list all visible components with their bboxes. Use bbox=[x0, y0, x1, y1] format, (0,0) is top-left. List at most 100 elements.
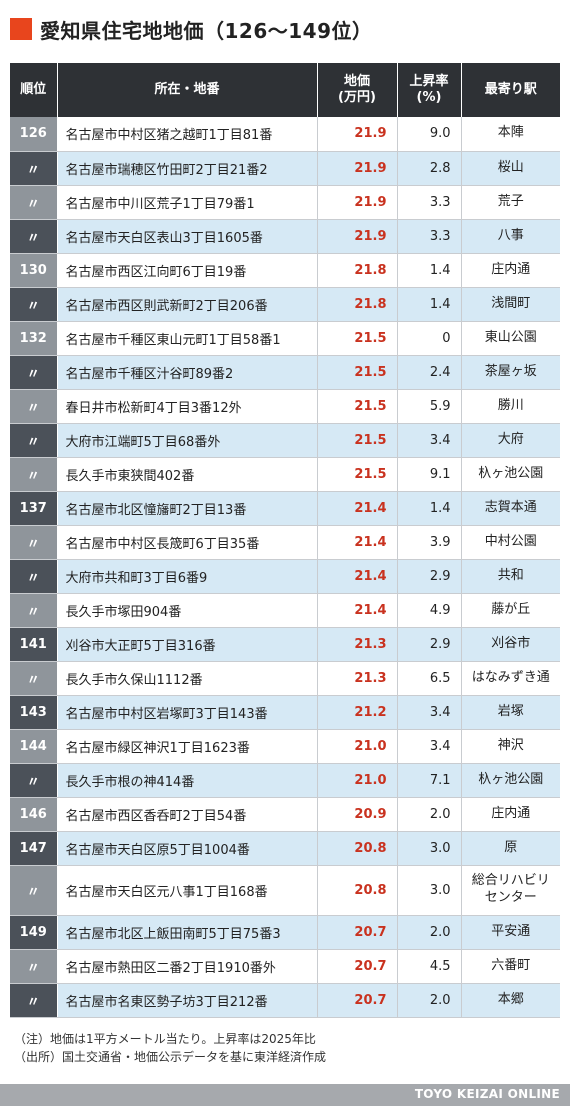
price-cell: 20.7 bbox=[317, 949, 398, 984]
address-cell: 刈谷市大正町5丁目316番 bbox=[57, 627, 318, 662]
station-cell: 藤が丘 bbox=[461, 593, 560, 628]
table-row: 132 名古屋市千種区東山元町1丁目58番1 21.5 0 東山公園 bbox=[10, 321, 560, 356]
rate-cell: 3.4 bbox=[397, 729, 462, 764]
station-cell: 庄内通 bbox=[461, 253, 560, 288]
table-header-row: 順位 所在・地番 地価 (万円) 上昇率 (%) 最寄り駅 bbox=[10, 63, 560, 117]
table-row: 143 名古屋市中村区岩塚町3丁目143番 21.2 3.4 岩塚 bbox=[10, 695, 560, 730]
address-cell: 名古屋市天白区元八事1丁目168番 bbox=[57, 865, 318, 916]
price-cell: 21.8 bbox=[317, 287, 398, 322]
price-cell: 21.5 bbox=[317, 423, 398, 458]
table-row: 147 名古屋市天白区原5丁目1004番 20.8 3.0 原 bbox=[10, 831, 560, 866]
rank-cell: 143 bbox=[10, 695, 58, 730]
rate-cell: 3.3 bbox=[397, 185, 462, 220]
header-rate-line2: (%) bbox=[416, 90, 442, 105]
station-line1: 総合リハビリ bbox=[471, 873, 550, 889]
table-row: 〃名古屋市中村区長筬町6丁目35番 21.4 3.9 中村公園 bbox=[10, 525, 560, 560]
rank-cell: 〃 bbox=[10, 355, 58, 390]
station-cell: 勝川 bbox=[461, 389, 560, 424]
station-cell: 八事 bbox=[461, 219, 560, 254]
address-cell: 名古屋市中村区長筬町6丁目35番 bbox=[57, 525, 318, 560]
station-cell: はなみずき通 bbox=[461, 661, 560, 696]
table-row: 〃名古屋市瑞穂区竹田町2丁目21番2 21.9 2.8 桜山 bbox=[10, 151, 560, 186]
table-row: 141 刈谷市大正町5丁目316番 21.3 2.9 刈谷市 bbox=[10, 627, 560, 662]
table-row: 〃長久手市東狭間402番 21.5 9.1 杁ヶ池公園 bbox=[10, 457, 560, 492]
station-cell: 中村公園 bbox=[461, 525, 560, 560]
station-line2: センター bbox=[484, 890, 537, 905]
rate-cell: 3.4 bbox=[397, 423, 462, 458]
price-cell: 21.9 bbox=[317, 219, 398, 254]
price-cell: 21.9 bbox=[317, 151, 398, 186]
header-price-line2: (万円) bbox=[338, 90, 376, 105]
table-row: 144 名古屋市緑区神沢1丁目1623番 21.0 3.4 神沢 bbox=[10, 729, 560, 764]
rank-cell: 137 bbox=[10, 491, 58, 526]
table-row: 〃名古屋市名東区勢子坊3丁目212番 20.7 2.0 本郷 bbox=[10, 983, 560, 1018]
station-cell: 志賀本通 bbox=[461, 491, 560, 526]
rate-cell: 1.4 bbox=[397, 491, 462, 526]
rank-cell: 149 bbox=[10, 915, 58, 950]
address-cell: 名古屋市天白区表山3丁目1605番 bbox=[57, 219, 318, 254]
rate-cell: 2.0 bbox=[397, 797, 462, 832]
address-cell: 長久手市久保山1112番 bbox=[57, 661, 318, 696]
address-cell: 長久手市塚田904番 bbox=[57, 593, 318, 628]
station-cell: 浅間町 bbox=[461, 287, 560, 322]
table-row: 〃名古屋市西区則武新町2丁目206番 21.8 1.4 浅間町 bbox=[10, 287, 560, 322]
price-cell: 21.9 bbox=[317, 185, 398, 220]
table-row: 〃名古屋市天白区表山3丁目1605番 21.9 3.3 八事 bbox=[10, 219, 560, 254]
price-cell: 20.9 bbox=[317, 797, 398, 832]
station-cell: 神沢 bbox=[461, 729, 560, 764]
table-row: 130 名古屋市西区江向町6丁目19番 21.8 1.4 庄内通 bbox=[10, 253, 560, 288]
rank-cell: 141 bbox=[10, 627, 58, 662]
rank-cell: 〃 bbox=[10, 457, 58, 492]
station-cell: 六番町 bbox=[461, 949, 560, 984]
table-row: 〃春日井市松新町4丁目3番12外 21.5 5.9 勝川 bbox=[10, 389, 560, 424]
price-cell: 20.8 bbox=[317, 865, 398, 916]
rank-cell: 〃 bbox=[10, 185, 58, 220]
header-price-line1: 地価 bbox=[343, 73, 370, 89]
price-cell: 21.2 bbox=[317, 695, 398, 730]
rank-cell: 〃 bbox=[10, 525, 58, 560]
rank-cell: 〃 bbox=[10, 423, 58, 458]
table-row: 126 名古屋市中村区猪之越町1丁目81番 21.9 9.0 本陣 bbox=[10, 117, 560, 152]
table-row: 〃長久手市久保山1112番 21.3 6.5 はなみずき通 bbox=[10, 661, 560, 696]
table-row: 〃名古屋市熱田区二番2丁目1910番外 20.7 4.5 六番町 bbox=[10, 949, 560, 984]
address-cell: 名古屋市北区憧旛町2丁目13番 bbox=[57, 491, 318, 526]
header-address: 所在・地番 bbox=[57, 63, 318, 117]
address-cell: 名古屋市西区則武新町2丁目206番 bbox=[57, 287, 318, 322]
price-cell: 21.9 bbox=[317, 117, 398, 152]
footer-brand: TOYO KEIZAI ONLINE bbox=[414, 1087, 560, 1101]
address-cell: 大府市共和町3丁目6番9 bbox=[57, 559, 318, 594]
price-cell: 21.5 bbox=[317, 389, 398, 424]
note-source: （出所）国土交通省・地価公示データを基に東洋経済作成 bbox=[14, 1050, 327, 1064]
rank-cell: 126 bbox=[10, 117, 58, 152]
price-cell: 21.8 bbox=[317, 253, 398, 288]
station-cell: 共和 bbox=[461, 559, 560, 594]
station-cell: 岩塚 bbox=[461, 695, 560, 730]
rate-cell: 2.9 bbox=[397, 559, 462, 594]
price-cell: 21.0 bbox=[317, 763, 398, 798]
station-cell: 本郷 bbox=[461, 983, 560, 1018]
station-cell: 桜山 bbox=[461, 151, 560, 186]
rank-cell: 130 bbox=[10, 253, 58, 288]
address-cell: 長久手市根の神414番 bbox=[57, 763, 318, 798]
address-cell: 名古屋市千種区汁谷町89番2 bbox=[57, 355, 318, 390]
price-cell: 21.3 bbox=[317, 661, 398, 696]
rank-cell: 〃 bbox=[10, 219, 58, 254]
address-cell: 名古屋市天白区原5丁目1004番 bbox=[57, 831, 318, 866]
rate-cell: 3.0 bbox=[397, 831, 462, 866]
price-cell: 21.4 bbox=[317, 491, 398, 526]
rate-cell: 1.4 bbox=[397, 287, 462, 322]
address-cell: 長久手市東狭間402番 bbox=[57, 457, 318, 492]
table-row: 〃大府市江端町5丁目68番外 21.5 3.4 大府 bbox=[10, 423, 560, 458]
rate-cell: 9.1 bbox=[397, 457, 462, 492]
address-cell: 名古屋市中村区猪之越町1丁目81番 bbox=[57, 117, 318, 152]
rank-cell: 〃 bbox=[10, 593, 58, 628]
footer-bar: TOYO KEIZAI ONLINE bbox=[0, 1084, 570, 1106]
price-cell: 20.7 bbox=[317, 915, 398, 950]
price-cell: 21.4 bbox=[317, 593, 398, 628]
address-cell: 名古屋市西区香呑町2丁目54番 bbox=[57, 797, 318, 832]
station-cell: 本陣 bbox=[461, 117, 560, 152]
address-cell: 名古屋市瑞穂区竹田町2丁目21番2 bbox=[57, 151, 318, 186]
rate-cell: 1.4 bbox=[397, 253, 462, 288]
station-cell: 大府 bbox=[461, 423, 560, 458]
station-cell: 平安通 bbox=[461, 915, 560, 950]
